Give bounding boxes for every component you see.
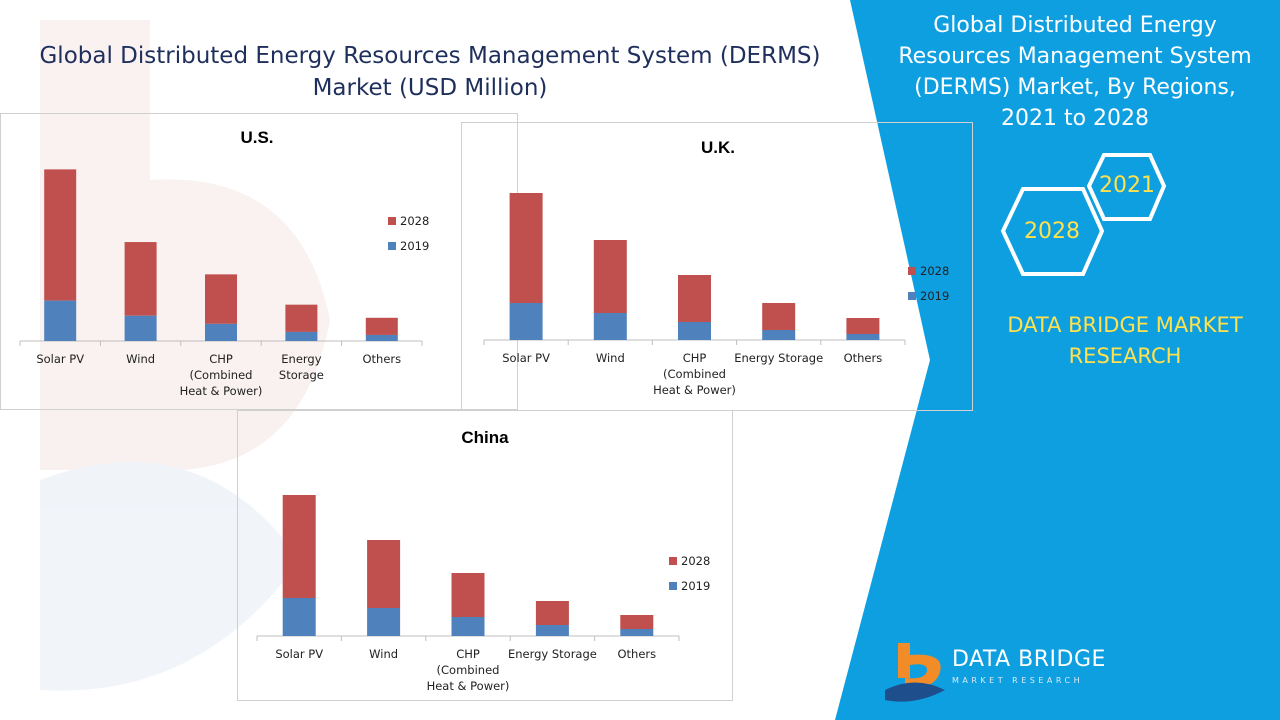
category-label: Heat & Power) [427, 679, 510, 693]
category-label: Storage [279, 368, 324, 382]
bar-2028-3 [451, 573, 485, 617]
legend-swatch-2028 [908, 267, 916, 275]
chart-uk: U.K. Solar PV Wind CHP (Combined Heat & Power… [461, 122, 973, 411]
logo-name: DATA BRIDGE [952, 647, 1106, 672]
category-label: Wind [369, 647, 398, 661]
bar-2019-3 [678, 322, 711, 340]
category-label: (Combined [190, 368, 253, 382]
bar-2028-1 [282, 495, 316, 598]
chart-title: U.K. [701, 138, 735, 157]
bar-2028-3 [678, 275, 711, 322]
category-label: Others [362, 352, 401, 366]
watermark-logo-shape [40, 20, 330, 471]
legend-swatch-2028 [388, 217, 396, 225]
category-label: CHP [683, 351, 707, 365]
legend-label-2028: 2028 [920, 264, 949, 278]
bar-2019-4 [762, 330, 796, 340]
bar-2019-3 [451, 617, 485, 636]
chart-china: China Solar PV Wind CHP (Combined Heat & Powe… [237, 410, 733, 701]
hex-year-2028: 2028 [1024, 219, 1080, 244]
watermark-logo-swirl [40, 462, 300, 691]
bar-2028-4 [535, 601, 569, 625]
legend-label-2028: 2028 [681, 554, 710, 568]
legend-label-2019: 2019 [920, 289, 949, 303]
bar-2019-1 [44, 300, 77, 341]
category-label: Heat & Power) [653, 383, 736, 397]
category-label: CHP [456, 647, 480, 661]
category-label: Others [617, 647, 656, 661]
bar-2019-1 [282, 598, 316, 636]
category-label: Solar PV [36, 352, 84, 366]
logo-tagline: MARKET RESEARCH [952, 676, 1084, 685]
bar-2028-3 [205, 274, 237, 324]
legend-label-2019: 2019 [681, 579, 710, 593]
category-label: Energy Storage [734, 351, 823, 365]
category-label: Others [844, 351, 883, 365]
bar-2028-5 [620, 615, 654, 629]
hex-2028-icon [1000, 187, 1105, 276]
chart-svg: U.S. Solar PV Wind CHP (Combined Heat & Power… [0, 113, 518, 410]
page-title: Global Distributed Energy Resources Mana… [39, 43, 821, 101]
bar-2019-4 [285, 331, 318, 341]
bar-2019-5 [365, 334, 398, 341]
bar-2019-2 [124, 315, 157, 341]
bar-2019-5 [620, 629, 654, 636]
bar-2019-3 [205, 323, 237, 341]
bar-2028-4 [285, 304, 318, 332]
regions-title: Global Distributed Energy Resources Mana… [898, 13, 1252, 131]
category-label: Energy [281, 352, 321, 366]
category-label: Energy Storage [508, 647, 597, 661]
category-label: Solar PV [275, 647, 323, 661]
legend-label-2028: 2028 [400, 214, 429, 228]
bar-2028-1 [44, 169, 77, 301]
hex-2021-icon [1086, 153, 1167, 221]
hex-year-2021: 2021 [1099, 173, 1155, 198]
chart-svg: U.K. Solar PV Wind CHP (Combined Heat & Power… [461, 122, 973, 411]
bar-2019-2 [593, 313, 627, 340]
bar-2028-2 [593, 240, 627, 313]
bar-2028-5 [365, 317, 398, 335]
chart-svg: China Solar PV Wind CHP (Combined Heat & Powe… [237, 410, 733, 701]
bar-2019-5 [846, 334, 880, 340]
bar-2019-4 [535, 625, 569, 636]
bar-2019-2 [367, 608, 401, 636]
category-label: Wind [596, 351, 625, 365]
category-label: Solar PV [502, 351, 550, 365]
chart-title: China [461, 428, 509, 447]
legend-swatch-2019 [908, 292, 916, 300]
brand-name: DATA BRIDGE MARKET RESEARCH [1007, 313, 1243, 368]
category-label: CHP [209, 352, 233, 366]
category-label: Heat & Power) [180, 384, 263, 398]
bar-2028-2 [367, 540, 401, 608]
legend-swatch-2019 [388, 242, 396, 250]
category-label: (Combined [437, 663, 500, 677]
bar-2019-1 [509, 303, 543, 340]
bar-2028-4 [762, 303, 796, 330]
bar-2028-5 [846, 318, 880, 334]
data-bridge-logo-icon [885, 643, 945, 702]
category-label: (Combined [663, 367, 726, 381]
chart-frame [237, 410, 733, 701]
bar-2028-2 [124, 242, 157, 316]
legend-swatch-2019 [669, 582, 677, 590]
category-label: Wind [126, 352, 155, 366]
legend-label-2019: 2019 [400, 239, 429, 253]
chart-us: U.S. Solar PV Wind CHP (Combined Heat & Power… [0, 113, 518, 410]
bar-2028-1 [509, 193, 543, 303]
legend-swatch-2028 [669, 557, 677, 565]
chart-title: U.S. [240, 128, 273, 147]
